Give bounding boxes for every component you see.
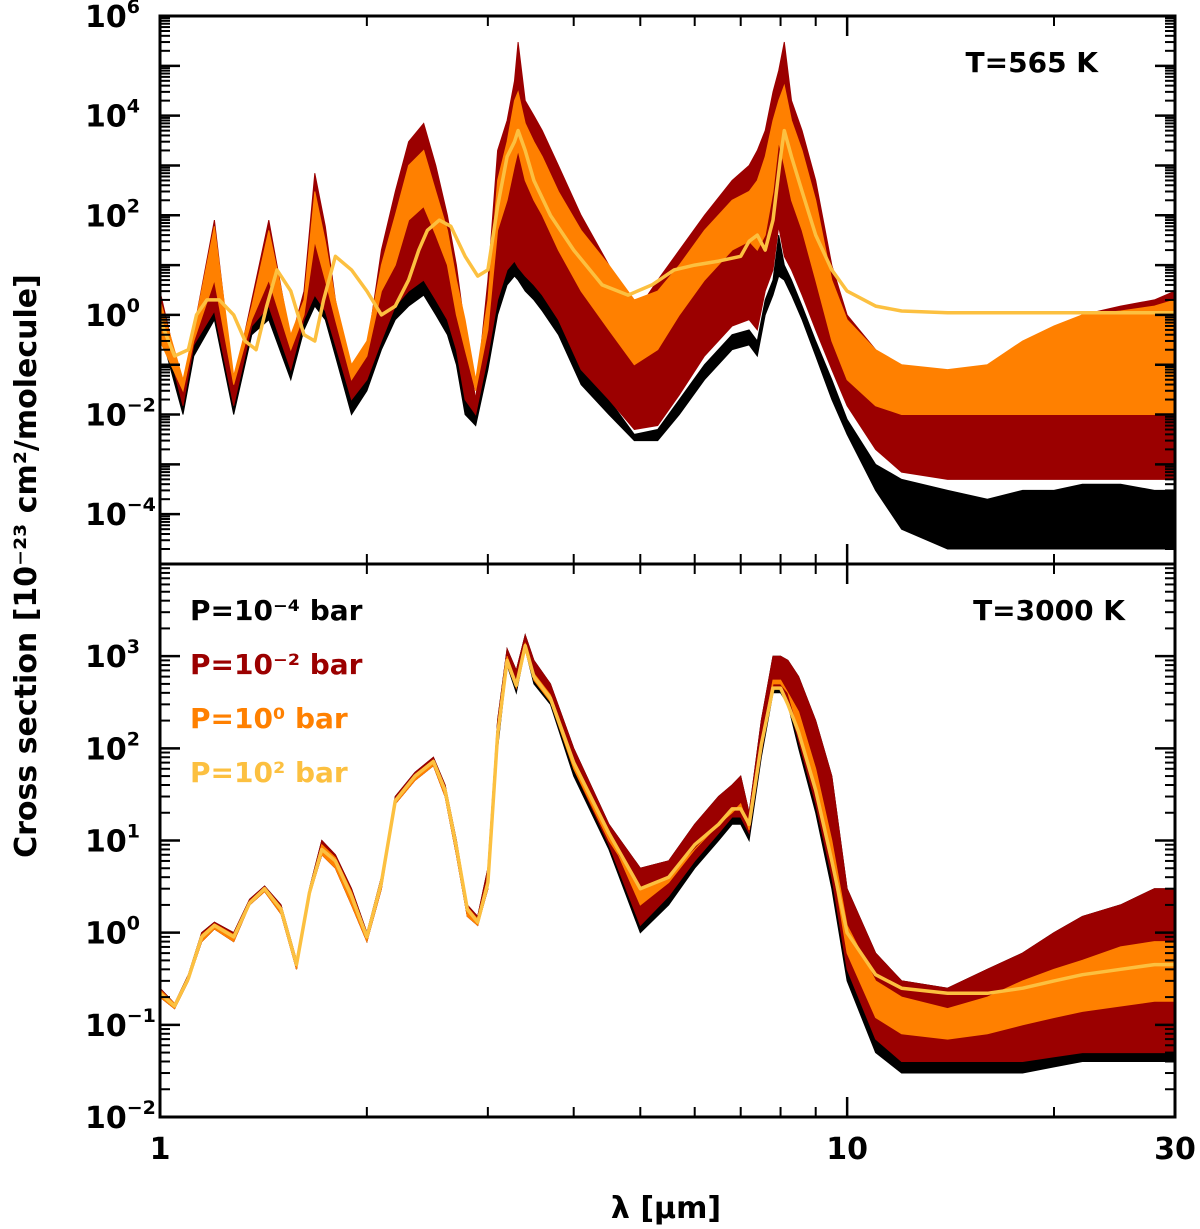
x-tick-label: 1 <box>150 1132 171 1167</box>
bottom-y-tick-label: 103 <box>85 636 140 675</box>
bottom-series-line-p-102-bar <box>160 643 1175 1008</box>
bottom-panel: 10−2 10−1 100 101 102 103 1 10 30 T=3000 K <box>85 562 1196 1167</box>
bottom-temperature-annotation: T=3000 K <box>973 594 1126 627</box>
top-axis-ticks: 10−4 10−2 100 102 104 106 <box>85 0 1176 566</box>
bottom-y-tick-label: 10−1 <box>85 1005 156 1044</box>
x-tick-label: 30 <box>1154 1132 1196 1167</box>
top-temperature-annotation: T=565 K <box>966 46 1100 79</box>
top-panel: 10−4 10−2 100 102 104 106 T=565 K <box>85 0 1177 566</box>
y-axis-label: Cross section [10⁻²³ cm²/molecule] <box>9 274 44 858</box>
legend-entry-p-1e-4: P=10⁻⁴ bar <box>190 594 363 627</box>
top-series-band-p-10m2-bar <box>160 41 1175 480</box>
top-y-tick-label: 104 <box>85 96 140 135</box>
top-y-tick-label: 102 <box>85 195 140 234</box>
top-y-tick-label: 10−4 <box>85 494 156 533</box>
x-axis-label: λ [μm] <box>611 1191 721 1226</box>
bottom-plot-area <box>160 633 1175 1074</box>
top-series-band-p-100-bar <box>160 83 1175 415</box>
bottom-plot-frame <box>158 562 1177 1119</box>
bottom-y-tick-label: 10−2 <box>85 1097 156 1136</box>
top-y-tick-label: 10−2 <box>85 395 156 434</box>
top-y-tick-label: 100 <box>85 295 140 334</box>
legend-entry-p-1e-2: P=10⁻² bar <box>190 648 363 681</box>
bottom-y-tick-label: 102 <box>85 728 140 767</box>
top-series-line-p-102-bar <box>160 128 1175 358</box>
legend: P=10⁻⁴ bar P=10⁻² bar P=10⁰ bar P=10² ba… <box>190 594 363 789</box>
top-y-tick-label: 106 <box>85 0 140 35</box>
x-tick-label: 10 <box>826 1132 868 1167</box>
bottom-y-tick-label: 100 <box>85 913 140 952</box>
legend-entry-p-1e0: P=10⁰ bar <box>190 702 348 735</box>
top-plot-area <box>160 41 1175 550</box>
bottom-y-tick-label: 101 <box>85 821 140 860</box>
legend-entry-p-1e2: P=10² bar <box>190 756 348 789</box>
